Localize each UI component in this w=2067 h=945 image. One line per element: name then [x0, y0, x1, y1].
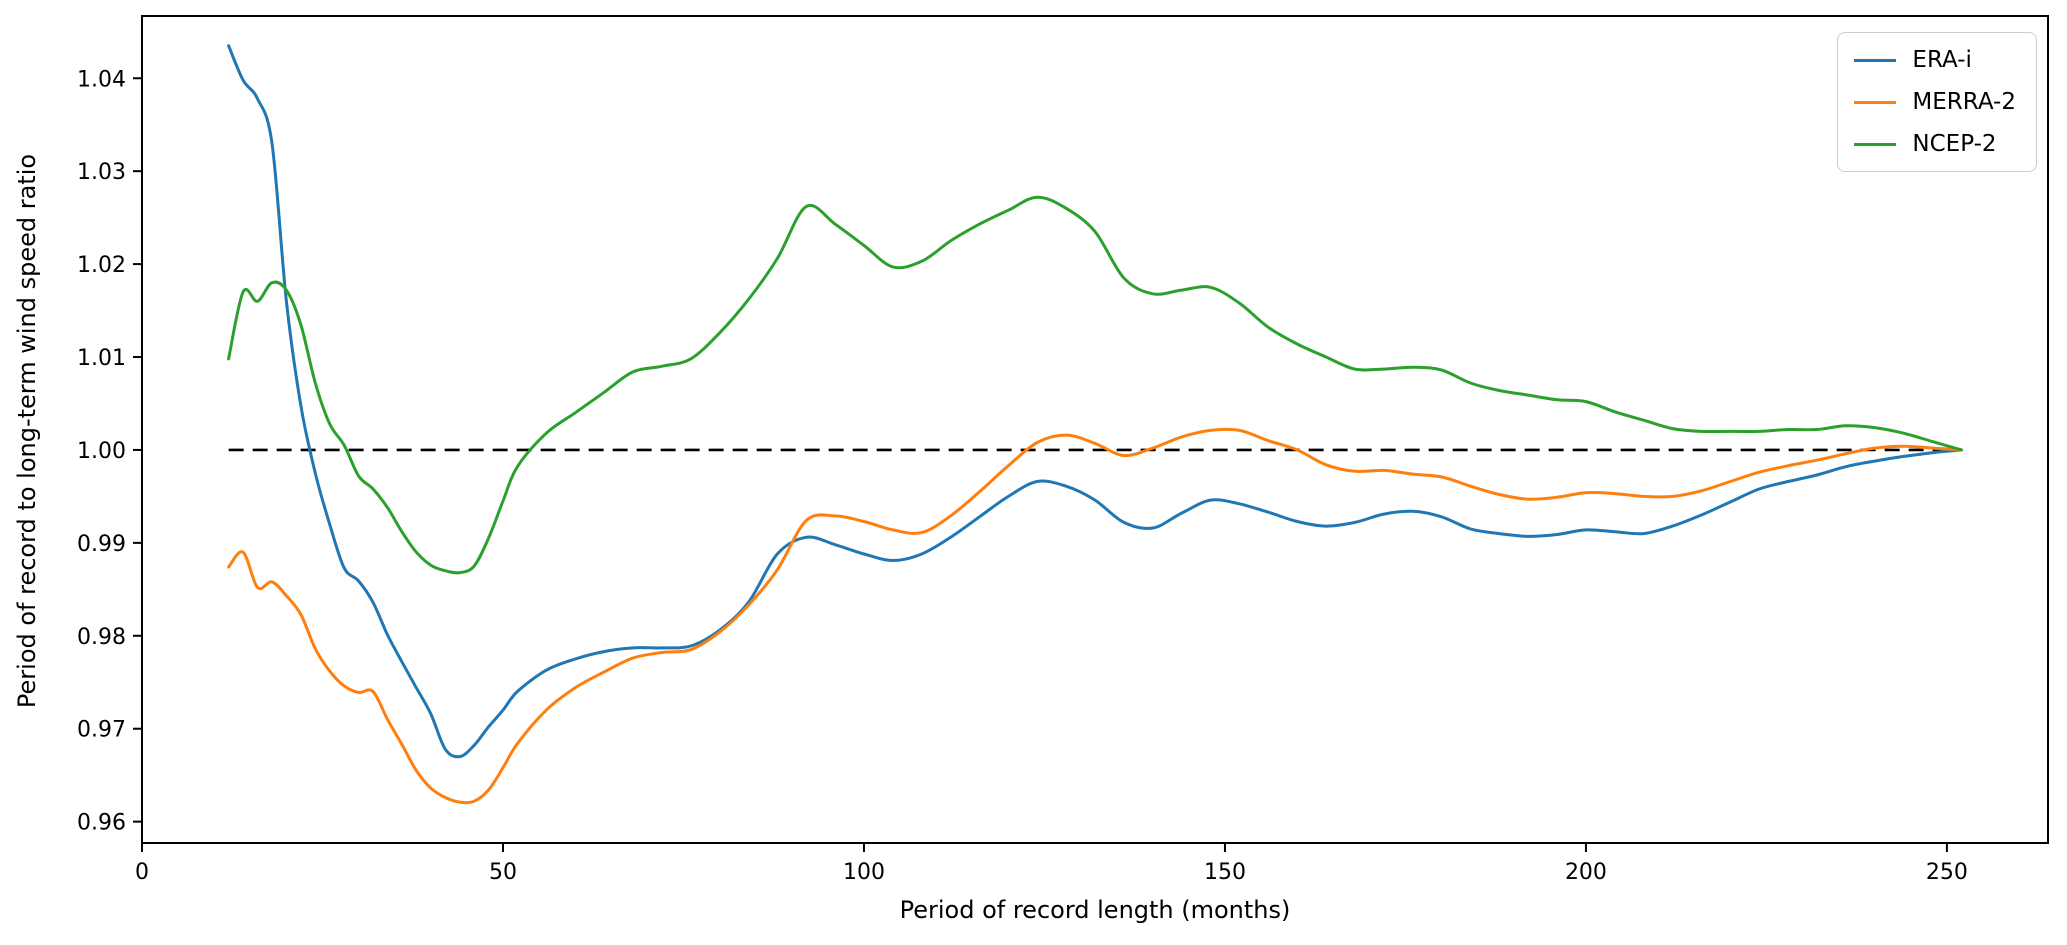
- y-tick-label: 1.03: [77, 160, 126, 185]
- legend-item-ncep-2: NCEP-2: [1854, 129, 2016, 159]
- x-tick-label: 250: [1926, 860, 1968, 885]
- legend: ERA-i MERRA-2 NCEP-2: [1837, 32, 2037, 172]
- legend-label-era-i: ERA-i: [1912, 47, 1972, 73]
- x-tick-label: 100: [843, 860, 885, 885]
- y-tick-label: 0.99: [77, 532, 126, 557]
- series-line-ncep-2: [227, 195, 1963, 575]
- y-tick-label: 1.00: [77, 439, 126, 464]
- legend-line-sample-ncep-2: [1854, 142, 1897, 146]
- y-tick-label: 1.04: [77, 67, 126, 92]
- x-axis-label: Period of record length (months): [899, 896, 1291, 924]
- legend-item-merra-2: MERRA-2: [1854, 87, 2016, 117]
- legend-label-merra-2: MERRA-2: [1912, 89, 2016, 115]
- x-tick-label: 200: [1565, 860, 1607, 885]
- y-axis-label: Period of record to long-term wind speed…: [13, 153, 41, 709]
- legend-line-sample-era-i: [1854, 58, 1897, 62]
- x-tick-label: 0: [135, 860, 149, 885]
- legend-label-ncep-2: NCEP-2: [1912, 131, 1997, 157]
- y-tick-label: 1.01: [77, 346, 126, 371]
- x-tick-label: 150: [1204, 860, 1246, 885]
- x-tick-label: 50: [489, 860, 517, 885]
- y-tick-label: 0.98: [77, 625, 126, 650]
- series-line-era-i: [227, 44, 1963, 759]
- y-tick-label: 0.97: [77, 718, 126, 743]
- y-tick-label: 0.96: [77, 811, 126, 836]
- series-line-merra-2: [227, 427, 1963, 805]
- legend-line-sample-merra-2: [1854, 100, 1897, 104]
- legend-item-era-i: ERA-i: [1854, 45, 2016, 75]
- y-tick-label: 1.02: [77, 253, 126, 278]
- plot-frame: [141, 15, 2049, 844]
